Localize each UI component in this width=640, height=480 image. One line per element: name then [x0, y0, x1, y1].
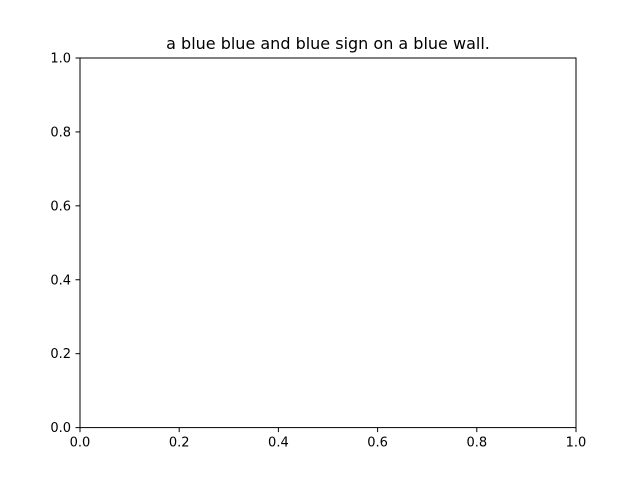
x-tick-label: 0.8 [466, 436, 487, 451]
x-tick-label: 0.6 [367, 436, 388, 451]
y-tick-label: 0.6 [50, 199, 71, 214]
y-tick-label: 0.2 [50, 347, 71, 362]
x-tick-label: 0.0 [70, 436, 91, 451]
y-tick-label: 0.8 [50, 125, 71, 140]
chart-title: a blue blue and blue sign on a blue wall… [166, 34, 490, 53]
y-axis: 0.0 0.2 0.4 0.6 0.8 1.0 [50, 52, 80, 436]
y-tick-label: 0.4 [50, 273, 71, 288]
x-tick-label: 1.0 [566, 436, 587, 451]
x-tick-label: 0.2 [169, 436, 190, 451]
y-tick-label: 1.0 [50, 52, 71, 67]
y-tick-label: 0.0 [50, 421, 71, 436]
x-axis: 0.0 0.2 0.4 0.6 0.8 1.0 [70, 427, 587, 451]
x-tick-label: 0.4 [268, 436, 289, 451]
plot-area [79, 57, 577, 429]
